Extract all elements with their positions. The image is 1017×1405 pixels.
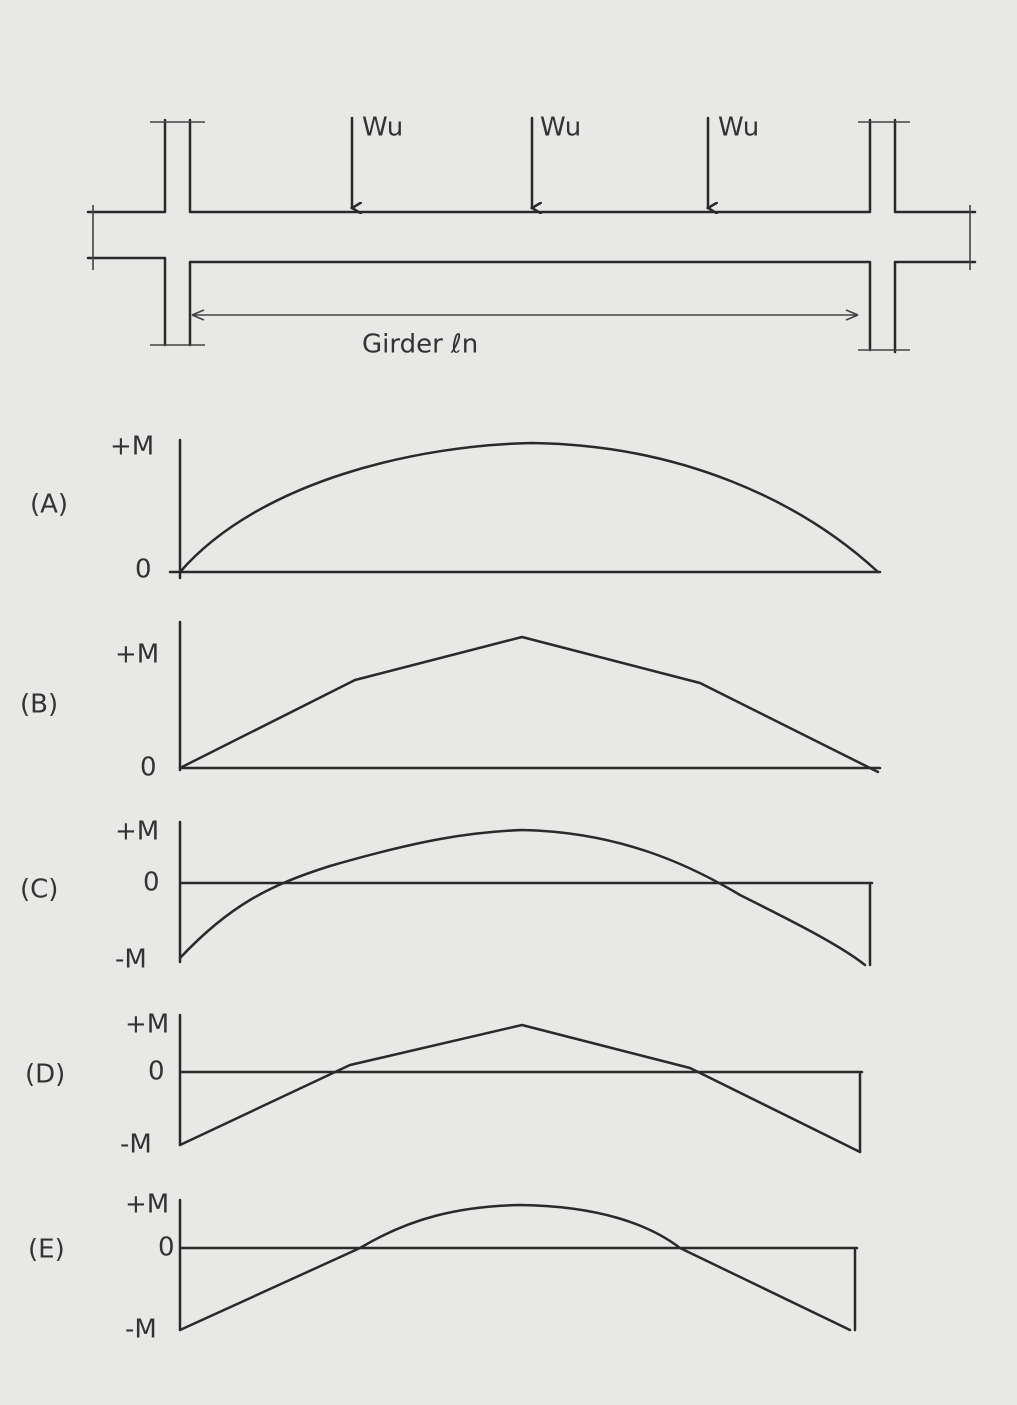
dimension-line	[191, 309, 859, 321]
load-label: Wu	[718, 113, 759, 143]
axis-label: +M	[125, 1190, 169, 1220]
diagram-label: (B)	[20, 690, 58, 720]
load-label: Wu	[540, 113, 581, 143]
moment-diagram-b	[178, 620, 882, 774]
diagram-label: (C)	[20, 875, 58, 905]
axis-label: -M	[120, 1130, 152, 1160]
moment-diagram-a	[168, 438, 882, 580]
axis-label: +M	[110, 432, 154, 462]
diagram-label: (D)	[25, 1060, 65, 1090]
axis-label: 0	[143, 868, 160, 898]
axis-label: 0	[135, 555, 152, 585]
axis-label: 0	[158, 1233, 175, 1263]
diagram-label: (A)	[30, 490, 68, 520]
axis-label: +M	[115, 640, 159, 670]
axis-label: -M	[125, 1315, 157, 1345]
axis-label: 0	[140, 753, 157, 783]
moment-diagram-e	[178, 1198, 859, 1332]
moment-diagram-d	[178, 1013, 864, 1154]
girder-label: Girder ℓn	[362, 330, 478, 360]
load-arrows	[352, 116, 708, 208]
axis-label: +M	[115, 817, 159, 847]
axis-label: 0	[148, 1057, 165, 1087]
diagram-label: (E)	[28, 1235, 65, 1265]
load-label: Wu	[362, 113, 403, 143]
moment-diagram-c	[178, 820, 874, 967]
axis-label: -M	[115, 945, 147, 975]
axis-label: +M	[125, 1010, 169, 1040]
